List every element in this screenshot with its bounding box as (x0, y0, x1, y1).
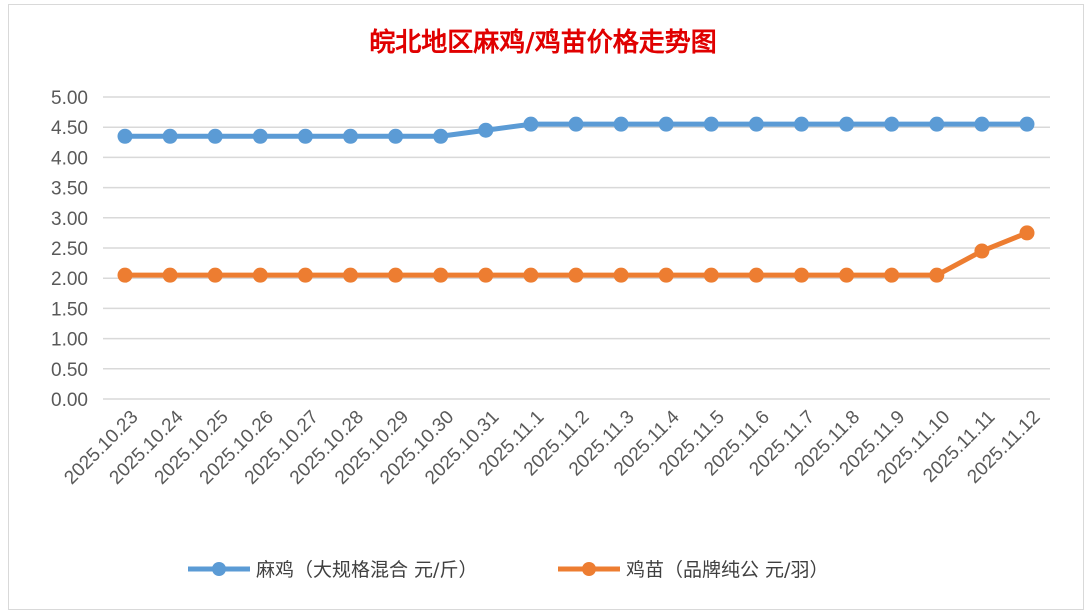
chart-title: 皖北地区麻鸡/鸡苗价格走势图 (369, 28, 717, 58)
data-point (433, 267, 449, 283)
data-point (207, 128, 223, 144)
data-point (252, 128, 268, 144)
data-point (613, 116, 629, 132)
data-point (568, 267, 584, 283)
data-point (839, 116, 855, 132)
y-tick-label: 3.00 (51, 209, 88, 230)
data-point (748, 116, 764, 132)
y-tick-label: 2.50 (51, 239, 88, 260)
data-point (388, 128, 404, 144)
data-point (207, 267, 223, 283)
data-point (478, 267, 494, 283)
data-point (703, 116, 719, 132)
data-point (297, 267, 313, 283)
data-point (343, 128, 358, 144)
data-point (748, 267, 764, 283)
legend-item-series-0: 麻鸡（大规格混合 元/斤） (188, 555, 477, 582)
data-point (162, 128, 178, 144)
legend-label: 麻鸡（大规格混合 元/斤） (256, 559, 478, 581)
y-tick-label: 5.00 (51, 88, 88, 109)
data-point (703, 267, 719, 283)
data-point (929, 267, 945, 283)
y-tick-label: 0.50 (51, 360, 88, 381)
data-point (884, 116, 900, 132)
data-point (794, 116, 809, 132)
data-point (884, 267, 900, 283)
y-tick-label: 0.00 (51, 390, 88, 411)
data-point (117, 128, 133, 144)
data-point (974, 243, 990, 259)
y-tick-label: 1.50 (51, 299, 88, 320)
data-point (1019, 116, 1035, 132)
data-point (974, 116, 990, 132)
data-point (613, 267, 629, 283)
data-point (117, 267, 133, 283)
data-point (658, 116, 674, 132)
y-tick-label: 3.50 (51, 179, 88, 200)
data-point (523, 267, 539, 283)
y-tick-label: 1.00 (51, 330, 88, 351)
legend-label: 鸡苗（品牌纯公 元/羽） (626, 559, 829, 581)
data-point (343, 267, 358, 283)
data-point (839, 267, 855, 283)
data-point (162, 267, 178, 283)
y-tick-label: 4.00 (51, 148, 88, 169)
data-point (794, 267, 809, 283)
chart-area (8, 4, 1084, 610)
data-point (478, 122, 494, 138)
y-tick-label: 2.00 (51, 269, 88, 290)
data-point (433, 128, 449, 144)
data-point (388, 267, 404, 283)
legend-item-series-1: 鸡苗（品牌纯公 元/羽） (558, 555, 828, 582)
data-point (658, 267, 674, 283)
data-point (297, 128, 313, 144)
data-point (929, 116, 945, 132)
data-point (523, 116, 539, 132)
data-point (252, 267, 268, 283)
data-point (568, 116, 584, 132)
y-tick-label: 4.50 (51, 118, 88, 139)
legend-marker-blue (188, 561, 250, 576)
data-point (1019, 225, 1035, 241)
legend-marker-orange (558, 561, 620, 576)
